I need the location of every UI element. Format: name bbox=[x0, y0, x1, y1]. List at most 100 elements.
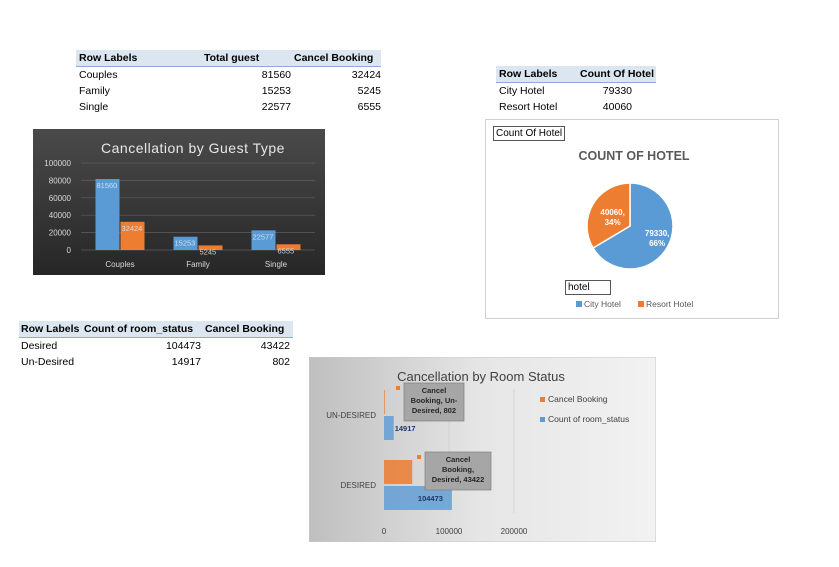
cell-value: 81560 bbox=[261, 69, 291, 81]
legend-label[interactable]: Cancel Booking bbox=[548, 394, 608, 404]
pivot-table-room-status: Row Labels Count of room_status Cancel B… bbox=[19, 321, 293, 370]
bar[interactable] bbox=[95, 179, 120, 250]
chart-background bbox=[309, 357, 656, 542]
header-row-labels[interactable]: Row Labels bbox=[499, 68, 558, 80]
cell-value: 22577 bbox=[261, 101, 291, 113]
data-label: 104473 bbox=[418, 494, 443, 503]
bar[interactable] bbox=[120, 221, 145, 250]
table-row: Single 22577 6555 bbox=[76, 99, 381, 115]
header-row-labels[interactable]: Row Labels bbox=[79, 52, 138, 64]
y-tick-label: 0 bbox=[67, 246, 72, 255]
pivot-header-row: Row Labels Total guest Cancel Booking bbox=[76, 50, 381, 67]
pie-slice[interactable] bbox=[592, 182, 674, 270]
header-cancel-booking: Cancel Booking bbox=[205, 323, 285, 335]
pivot-table-hotel: Row Labels Count Of Hotel City Hotel 793… bbox=[496, 66, 656, 115]
y-tick-label: 40000 bbox=[49, 211, 72, 220]
chart-title: Cancellation by Room Status bbox=[397, 369, 565, 384]
slice-pct-label: 66% bbox=[649, 239, 665, 248]
hotel-pie-chart-frame[interactable]: Count Of Hotel hotel COUNT OF HOTEL 7933… bbox=[485, 119, 779, 319]
callout-text: Booking, Un- bbox=[411, 396, 458, 405]
data-label: 14917 bbox=[395, 424, 416, 433]
cell-value: 79330 bbox=[602, 85, 632, 97]
legend-swatch bbox=[540, 417, 545, 422]
x-tick-label: 0 bbox=[382, 527, 387, 536]
bar[interactable] bbox=[251, 230, 276, 250]
bar[interactable] bbox=[276, 244, 301, 250]
cell-value: 15253 bbox=[261, 85, 291, 97]
x-tick-label: Single bbox=[265, 260, 288, 269]
hotel-pie-svg: COUNT OF HOTEL 79330,66% 40060,34% City H… bbox=[576, 149, 693, 309]
cell-value: 104473 bbox=[165, 340, 201, 352]
header-total-guest: Total guest bbox=[204, 52, 260, 64]
x-tick-label: Family bbox=[186, 260, 210, 269]
row-label: Couples bbox=[79, 69, 118, 81]
guest-type-chart[interactable]: Cancellation by Guest Type 0 20000 40000 60… bbox=[33, 129, 325, 275]
callout-text: Cancel bbox=[422, 386, 447, 395]
callout-text: Booking, bbox=[442, 465, 474, 474]
row-label: Family bbox=[79, 85, 110, 97]
chart-background bbox=[33, 129, 325, 275]
cell-value: 32424 bbox=[351, 69, 381, 81]
y-tick-label: UN-DESIRED bbox=[326, 411, 376, 420]
pivot-table-guest-type: Row Labels Total guest Cancel Booking Co… bbox=[76, 50, 381, 115]
bar-count-room-status[interactable] bbox=[384, 416, 394, 440]
slice-value-label: 40060, bbox=[600, 208, 624, 217]
callout-marker bbox=[417, 455, 421, 459]
legend-label[interactable]: Resort Hotel bbox=[646, 299, 693, 309]
slice-pct-label: 34% bbox=[605, 218, 621, 227]
y-tick-label: 80000 bbox=[49, 176, 72, 185]
pie-slice[interactable] bbox=[586, 182, 631, 250]
legend-label[interactable]: City Hotel bbox=[584, 299, 621, 309]
data-label: 81560 bbox=[97, 181, 118, 190]
cell-value: 43422 bbox=[260, 340, 290, 352]
bar-cancel-booking[interactable] bbox=[384, 460, 413, 484]
x-tick-label: 200000 bbox=[501, 527, 528, 536]
room-status-chart[interactable]: Cancellation by Room Status 0 100000 20000… bbox=[309, 357, 656, 542]
row-label: Desired bbox=[21, 340, 58, 352]
data-callout bbox=[424, 451, 492, 491]
data-label: 5245 bbox=[200, 247, 217, 256]
cell-value: 802 bbox=[272, 356, 290, 368]
table-row: Family 15253 5245 bbox=[76, 83, 381, 99]
x-tick-label: 100000 bbox=[436, 527, 463, 536]
bar[interactable] bbox=[198, 245, 223, 250]
slice-value-label: 79330, bbox=[645, 229, 669, 238]
callout-text: Desired, 43422 bbox=[432, 475, 485, 484]
data-label: 6555 bbox=[278, 246, 295, 255]
row-label: Un-Desired bbox=[21, 356, 75, 368]
row-label: Single bbox=[79, 101, 109, 113]
row-label: Resort Hotel bbox=[499, 101, 558, 113]
header-count-of-hotel: Count Of Hotel bbox=[580, 68, 655, 80]
bar-cancel-booking[interactable] bbox=[384, 390, 385, 414]
y-tick-label: 60000 bbox=[49, 194, 72, 203]
data-label: 22577 bbox=[253, 232, 274, 241]
filter-button-hotel[interactable]: hotel bbox=[565, 280, 611, 295]
pivot-header-row: Row Labels Count of room_status Cancel B… bbox=[19, 321, 293, 338]
table-row: Resort Hotel 40060 bbox=[496, 99, 656, 115]
bar[interactable] bbox=[173, 236, 198, 250]
callout-marker bbox=[396, 386, 400, 390]
y-tick-label: 100000 bbox=[44, 159, 71, 168]
field-button-count-of-hotel[interactable]: Count Of Hotel bbox=[493, 126, 566, 141]
table-row: City Hotel 79330 bbox=[496, 83, 656, 99]
pivot-header-row: Row Labels Count Of Hotel bbox=[496, 66, 656, 83]
table-row: Un-Desired 14917 802 bbox=[19, 354, 293, 370]
legend-swatch bbox=[576, 301, 582, 307]
y-tick-label: DESIRED bbox=[340, 481, 376, 490]
table-row: Couples 81560 32424 bbox=[76, 67, 381, 83]
data-label: 32424 bbox=[122, 224, 143, 233]
data-label: 15253 bbox=[175, 239, 196, 248]
header-row-labels[interactable]: Row Labels bbox=[21, 323, 80, 335]
legend-swatch bbox=[638, 301, 644, 307]
table-row: Desired 104473 43422 bbox=[19, 338, 293, 354]
chart-title: Cancellation by Guest Type bbox=[101, 140, 285, 156]
chart-title: COUNT OF HOTEL bbox=[578, 149, 689, 163]
header-cancel-booking: Cancel Booking bbox=[294, 52, 374, 64]
legend-swatch bbox=[540, 397, 545, 402]
cell-value: 14917 bbox=[171, 356, 201, 368]
callout-text: Cancel bbox=[446, 455, 471, 464]
y-tick-label: 20000 bbox=[49, 229, 72, 238]
legend-label[interactable]: Count of room_status bbox=[548, 414, 629, 424]
cell-value: 5245 bbox=[357, 85, 381, 97]
cell-value: 6555 bbox=[357, 101, 381, 113]
